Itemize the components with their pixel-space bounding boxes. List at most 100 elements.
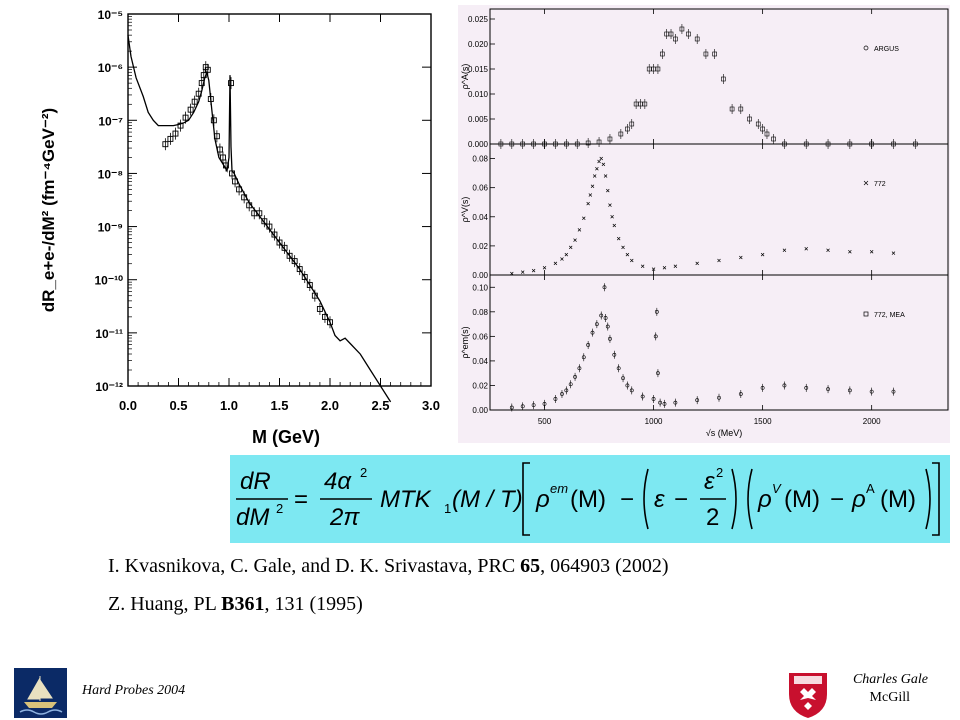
- footer-author: Charles Gale: [852, 672, 928, 687]
- spectral-chart-content: 0.000 0.005 0.010 0.015 0.020 0.025 ρ^A(s) ARGU…: [460, 8, 949, 426]
- spectral-y-tick-label: 0.04: [472, 357, 488, 366]
- formula-minus-1: −: [620, 486, 634, 513]
- data-point: [296, 266, 303, 273]
- spectral-y-tick-label: 0.10: [472, 283, 488, 292]
- spectral-point: [747, 116, 752, 122]
- spectral-point: [638, 101, 643, 107]
- spectral-point: [646, 66, 652, 72]
- legend-label: 772, MEA: [874, 312, 905, 319]
- spectral-point: [586, 343, 591, 347]
- y-tick-label: 10⁻¹²: [95, 380, 123, 394]
- formula-coef-numerator-exp: 2: [360, 465, 367, 480]
- spectral-point: [721, 76, 726, 82]
- spectral-point: [642, 101, 648, 107]
- spectral-point: [654, 309, 659, 314]
- data-point: [306, 282, 313, 288]
- footer-institution: McGill: [869, 690, 910, 705]
- spectral-point: [582, 216, 586, 220]
- formula-rho-v-sup: V: [772, 481, 782, 496]
- spectral-y-tick-label: 0.000: [468, 140, 489, 149]
- spectral-point: [599, 156, 603, 161]
- reference-2-volume: B361: [221, 593, 265, 615]
- spectral-point: [608, 203, 612, 207]
- formula-rho-em-sup: em: [550, 481, 568, 496]
- spectral-point: [664, 31, 669, 37]
- spectral-point: [651, 267, 656, 271]
- data-point: [261, 218, 268, 225]
- spectral-point: [869, 389, 874, 394]
- rate-chart-series: [127, 35, 392, 403]
- data-point: [198, 80, 205, 87]
- spectral-point: [618, 131, 624, 137]
- spectral-point: [542, 265, 547, 270]
- spectral-point: [577, 228, 582, 232]
- data-point: [200, 72, 207, 79]
- spectral-point: [782, 383, 787, 388]
- data-point: [322, 313, 328, 320]
- data-point: [191, 98, 198, 105]
- spectral-point: [603, 174, 608, 178]
- data-point: [232, 178, 239, 185]
- mcgill-crest-icon: [789, 673, 827, 718]
- formula-eps-numerator-exp: 2: [716, 465, 723, 480]
- data-point: [256, 210, 263, 217]
- data-point: [172, 130, 179, 137]
- x-tick-label: 1.5: [270, 398, 288, 413]
- spectral-point: [553, 261, 558, 266]
- formula-minus-3: −: [830, 486, 844, 513]
- spectral-point: [560, 257, 564, 261]
- x-tick-label: 2.0: [321, 398, 339, 413]
- spectral-point: [621, 245, 625, 250]
- formula-minus-2: −: [674, 486, 688, 513]
- reference-1-volume: 65: [520, 555, 541, 577]
- spectral-x-tick-label: 1000: [645, 417, 663, 426]
- spectral-point: [573, 374, 577, 379]
- spectral-point: [771, 136, 776, 142]
- data-point: [286, 252, 293, 259]
- spectral-point: [760, 126, 765, 132]
- x-tick-label: 2.5: [371, 398, 389, 413]
- spectral-y-tick-label: 0.015: [468, 65, 489, 74]
- footer-conference: Hard Probes 2004: [82, 683, 186, 698]
- reference-1-text: I. Kvasnikova, C. Gale, and D. K. Srivas…: [108, 555, 521, 577]
- spectral-point: [847, 388, 852, 393]
- formula-rho-a: ρ: [851, 486, 866, 513]
- spectral-y-tick-label: 0.020: [468, 40, 489, 49]
- spectral-point: [603, 316, 608, 320]
- spectral-point: [616, 366, 621, 371]
- spectral-point: [826, 387, 830, 392]
- data-point: [195, 90, 202, 97]
- data-point: [316, 305, 323, 312]
- y-tick-label: 10⁻⁶: [98, 61, 123, 75]
- spectral-point: [729, 106, 735, 112]
- spectral-point: [760, 386, 765, 390]
- spectral-point: [592, 174, 597, 178]
- formula-eps-denominator: 2: [706, 504, 719, 531]
- spectral-point: [804, 247, 808, 251]
- formula-rho-em: ρ: [535, 486, 550, 513]
- spectral-point: [564, 388, 569, 393]
- spectral-point: [601, 162, 606, 167]
- spectral-x-tick-label: 2000: [863, 417, 881, 426]
- spectral-point: [610, 215, 614, 219]
- legend-label: ARGUS: [874, 46, 899, 53]
- spectral-point: [655, 66, 661, 72]
- formula-rho-v-arg: (M): [784, 486, 820, 513]
- data-point: [246, 202, 253, 209]
- spectral-y-label: ρ^em(s): [460, 326, 470, 358]
- formula-lhs-numerator: dR: [240, 468, 271, 495]
- legend-marker: [863, 45, 869, 51]
- legend-marker: [863, 311, 869, 317]
- x-tick-label: 3.0: [422, 398, 440, 413]
- spectral-point: [656, 371, 660, 376]
- data-point: [266, 223, 273, 230]
- y-tick-label: 10⁻⁷: [98, 114, 123, 128]
- data-point: [229, 170, 235, 177]
- spectral-point: [891, 389, 896, 394]
- spectral-point: [739, 255, 743, 260]
- spectral-point: [629, 121, 635, 127]
- spectral-y-label: ρ^V(s): [460, 197, 470, 223]
- spectral-point: [695, 398, 700, 403]
- spectral-point: [738, 392, 743, 396]
- spectral-point: [662, 401, 667, 406]
